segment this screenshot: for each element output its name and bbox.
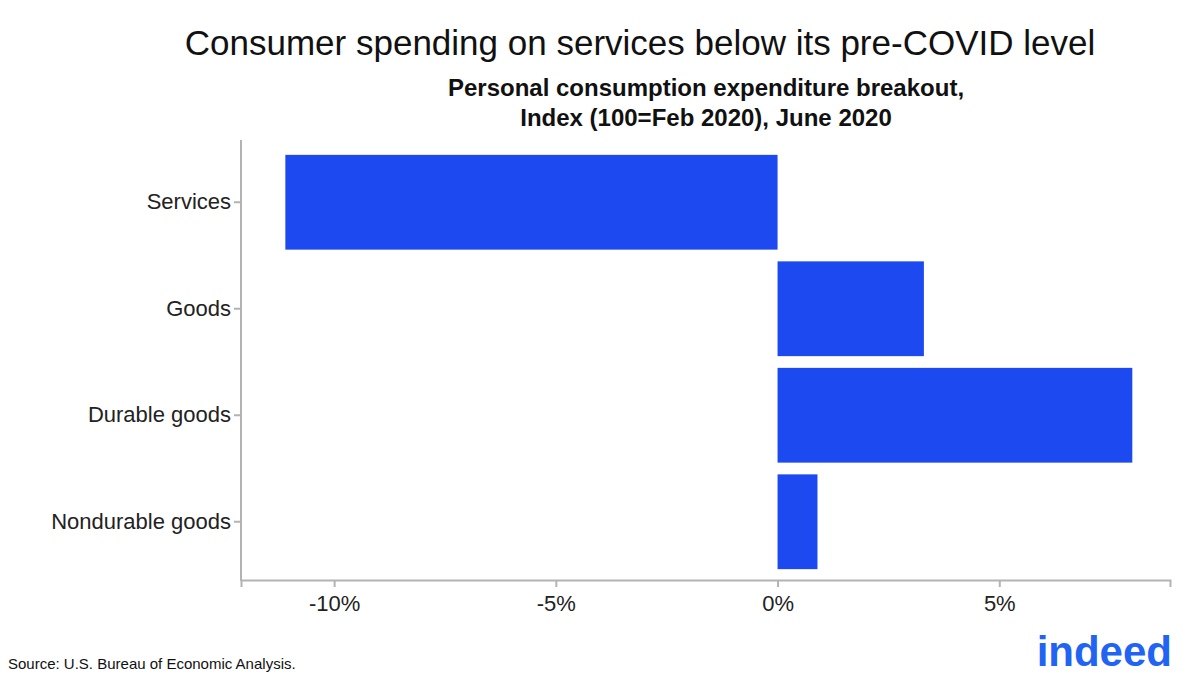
x-tick-label: -10%	[309, 591, 360, 616]
y-tick-mark	[234, 201, 241, 203]
x-tick-mark	[777, 580, 779, 587]
y-axis-line	[240, 140, 242, 581]
y-tick-label: Durable goods	[88, 402, 231, 427]
bar	[778, 261, 924, 356]
x-tick-label: 5%	[984, 591, 1016, 616]
x-tick-mark	[555, 580, 557, 587]
x-axis-line	[242, 581, 1171, 588]
x-axis: -10% -5% 0% 5%	[242, 580, 1171, 616]
y-tick: Services	[147, 189, 241, 214]
y-tick: Durable goods	[88, 402, 241, 427]
x-tick: -10%	[309, 580, 360, 616]
logo: indeed	[1037, 628, 1172, 675]
y-tick: Goods	[166, 296, 241, 321]
y-tick-mark	[234, 414, 241, 416]
subtitle: Index (100=Feb 2020), June 2020	[520, 104, 892, 131]
x-tick-mark	[334, 580, 336, 587]
y-axis: Services Goods Durable goods Nondurable goo…	[51, 140, 241, 581]
chart: Consumer spending on services below its …	[0, 0, 1200, 682]
y-tick-mark	[234, 308, 241, 310]
y-tick-label: Services	[147, 189, 231, 214]
x-tick-mark	[999, 580, 1001, 587]
y-tick-label: Nondurable goods	[51, 509, 231, 534]
bar	[285, 155, 777, 250]
x-tick-label: 0%	[762, 591, 794, 616]
bar	[778, 474, 818, 569]
bar	[778, 368, 1133, 463]
y-tick-mark	[234, 521, 241, 523]
x-tick: -5%	[537, 580, 576, 616]
bars	[285, 155, 1132, 569]
y-tick: Nondurable goods	[51, 509, 241, 534]
x-tick: 5%	[984, 580, 1016, 616]
x-tick-label: -5%	[537, 591, 576, 616]
title: Consumer spending on services below its …	[185, 23, 1095, 62]
source: Source: U.S. Bureau of Economic Analysis…	[8, 655, 296, 672]
y-tick-label: Goods	[166, 296, 231, 321]
x-tick: 0%	[762, 580, 794, 616]
subtitle: Personal consumption expenditure breakou…	[448, 74, 964, 101]
